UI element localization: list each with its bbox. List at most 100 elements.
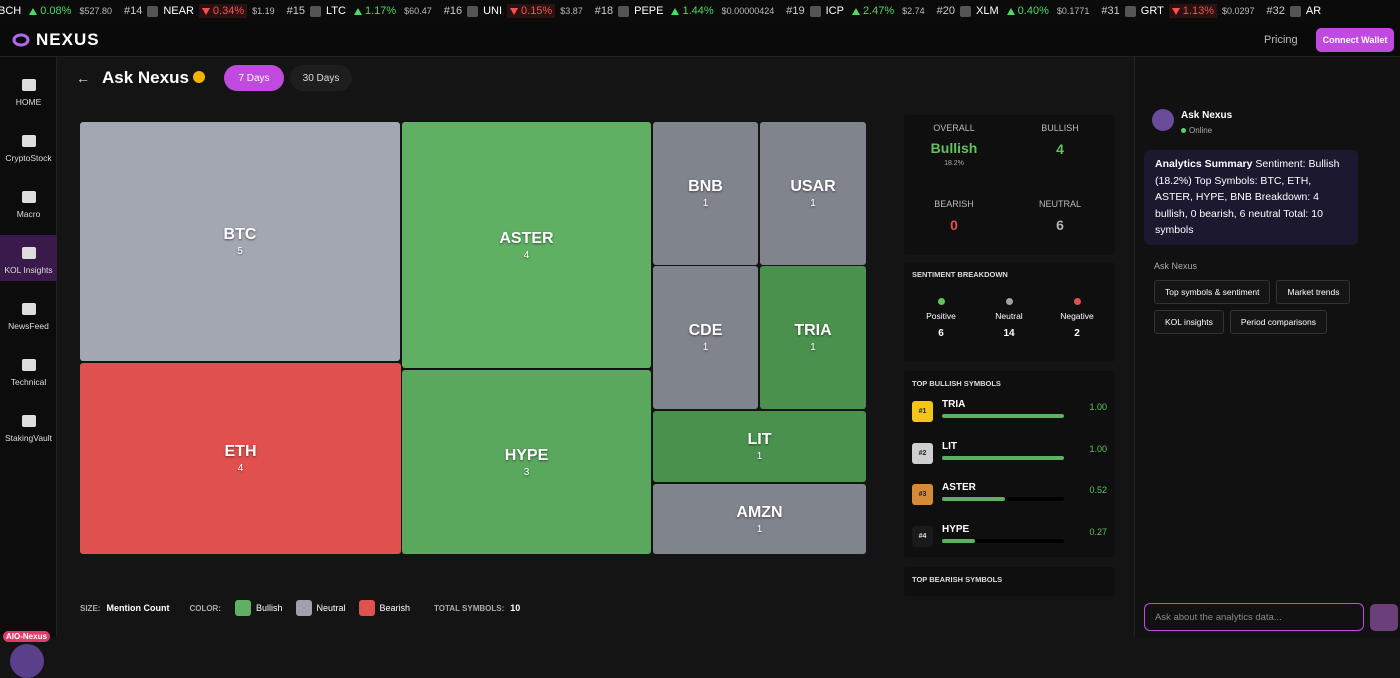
tile-symbol: CDE	[688, 322, 723, 339]
rank-badge: #3	[912, 484, 933, 505]
stat-value: Bullish	[930, 140, 978, 156]
change-text: 1.44%	[682, 5, 714, 17]
coin-icon	[809, 5, 821, 17]
ticker-symbol: UNI	[483, 5, 503, 17]
suggest-label: Ask Nexus	[1154, 261, 1198, 271]
nav-item[interactable]: HOME	[0, 67, 57, 113]
treemap-tile[interactable]: USAR 1	[760, 122, 866, 265]
tile-symbol: ASTER	[499, 229, 554, 247]
chat-message: Analytics Summary Sentiment: Bullish (18…	[1144, 150, 1358, 245]
nav-icon	[21, 415, 36, 427]
tile-symbol: BTC	[223, 226, 257, 243]
send-button[interactable]	[1370, 604, 1398, 631]
bullish-row: #3 ASTER 0.52	[912, 480, 1107, 510]
coin-icon	[310, 5, 321, 17]
avatar[interactable]	[10, 644, 44, 678]
breakdown-label: Positive	[926, 311, 956, 321]
ticker-item: #16 UNI 0.15% $3.87	[444, 4, 595, 18]
nav-icon	[21, 191, 36, 203]
rank-badge: #1	[912, 401, 933, 422]
breakdown-panel: SENTIMENT BREAKDOWN Positive 6 Neutral 14 Ne…	[904, 262, 1115, 362]
chat-avatar	[1152, 109, 1174, 131]
tile-count: 5	[237, 246, 243, 257]
breakdown-value: 2	[1074, 328, 1080, 339]
breakdown-value: 6	[938, 328, 944, 339]
summary-text: Sentiment: Bullish (18.2%) Top Symbols: …	[1155, 158, 1340, 236]
ticker-price: $0.00000424	[721, 6, 775, 16]
nav-item[interactable]: NewsFeed	[0, 291, 57, 337]
bullish-row: #4 HYPE 0.27	[912, 522, 1107, 552]
nav-item[interactable]: Macro	[0, 179, 57, 225]
treemap-tile[interactable]: ASTER 4	[402, 122, 651, 368]
breakdown-item: Negative 2	[1042, 298, 1112, 339]
coin-icon	[467, 5, 479, 17]
treemap-tile[interactable]: BTC 5	[80, 122, 400, 361]
tile-symbol: BNB	[688, 178, 723, 195]
suggestion-chip[interactable]: KOL insights	[1154, 310, 1224, 334]
treemap-tile[interactable]: BNB 1	[653, 122, 758, 265]
summary-title: Analytics Summary	[1155, 158, 1253, 170]
ticker-symbol: AR	[1305, 5, 1322, 17]
score-bar	[942, 414, 1064, 418]
logo	[12, 33, 30, 47]
tile-count: 1	[702, 198, 709, 209]
stat-cell: OVERALL Bullish 18.2%	[904, 115, 1004, 177]
nav-item[interactable]: StakingVault	[0, 403, 57, 449]
stat-cell: BEARISH 0	[904, 191, 1004, 253]
bullish-panel: TOP BULLISH SYMBOLS #1 TRIA 1.00 #2 LIT 1.00 #…	[904, 371, 1115, 557]
ticker-symbol: XLM	[976, 5, 999, 17]
ticker-symbol: LTC	[326, 5, 346, 17]
bearish-panel: TOP BEARISH SYMBOLS	[904, 567, 1115, 596]
arrow-icon	[201, 7, 210, 15]
bullish-symbol: TRIA	[942, 399, 966, 410]
ticker-item: BCH 0.08% $527.80	[0, 4, 124, 18]
nav-label: StakingVault	[4, 433, 53, 443]
nav-item[interactable]: CryptoStock	[0, 123, 57, 169]
nav-label: KOL Insights	[4, 265, 53, 275]
stat-label: BEARISH	[934, 199, 974, 209]
legend-swatch	[358, 600, 375, 616]
treemap-tile[interactable]: AMZN 1	[653, 484, 866, 554]
nav-item[interactable]: Technical	[0, 347, 57, 393]
panel-title: TOP BEARISH SYMBOLS	[912, 575, 1003, 584]
pricing-link[interactable]: Pricing	[1264, 34, 1298, 46]
tab[interactable]: 30 Days	[290, 65, 352, 91]
suggestion-chip[interactable]: Period comparisons	[1229, 310, 1327, 334]
rank-badge: #4	[912, 525, 933, 547]
tile-count: 1	[810, 342, 816, 353]
stats-panel: OVERALL Bullish 18.2% BULLISH 4 BEARISH 0 NE…	[904, 115, 1115, 255]
ticker-item: #19 ICP 2.47% $2.74	[786, 4, 936, 18]
ticker-price: $0.0297	[1222, 6, 1255, 16]
ticker: BCH 0.08% $527.80 #14 NEAR 0.34% $1.19 #15 LTC 1.…	[0, 0, 1400, 22]
treemap-tile[interactable]: HYPE 3	[402, 370, 651, 554]
tile-symbol: AMZN	[736, 503, 783, 521]
stat-sub: 18.2%	[944, 160, 964, 167]
legend-swatch	[235, 600, 251, 616]
score-value: 0.27	[1089, 526, 1107, 537]
rank-badge: #2	[912, 442, 933, 464]
header: NEXUS Pricing Connect Wallet	[0, 22, 1400, 57]
chat-name: Ask Nexus	[1181, 110, 1233, 121]
change-text: 0.40%	[1017, 5, 1049, 17]
suggestion-chip[interactable]: Top symbols & sentiment	[1154, 280, 1271, 304]
treemap-tile[interactable]: TRIA 1	[760, 266, 866, 409]
ticker-change: 1.17%	[351, 4, 399, 18]
treemap-tile[interactable]: LIT 1	[653, 411, 866, 482]
treemap-tile[interactable]: CDE 1	[653, 266, 758, 409]
tab[interactable]: 7 Days	[224, 65, 284, 91]
tile-symbol: TRIA	[794, 322, 832, 339]
ticker-change: 2.47%	[849, 4, 897, 18]
suggestion-chip[interactable]: Market trends	[1276, 280, 1351, 304]
brand[interactable]: NEXUS	[12, 30, 100, 50]
ticker-symbol: ICP	[825, 5, 844, 17]
treemap-tile[interactable]: ETH 4	[80, 363, 401, 554]
back-button[interactable]: ←	[76, 70, 90, 86]
bullish-symbol: ASTER	[942, 482, 976, 493]
nav-item[interactable]: KOL Insights	[0, 235, 57, 281]
arrow-icon	[1006, 7, 1015, 15]
connect-button[interactable]: Connect Wallet	[1316, 28, 1394, 52]
score-bar	[942, 497, 1006, 501]
coin-icon	[618, 5, 630, 17]
chat-input[interactable]: Ask about the analytics data...	[1144, 603, 1364, 631]
bullish-row: #2 LIT 1.00	[912, 439, 1107, 469]
